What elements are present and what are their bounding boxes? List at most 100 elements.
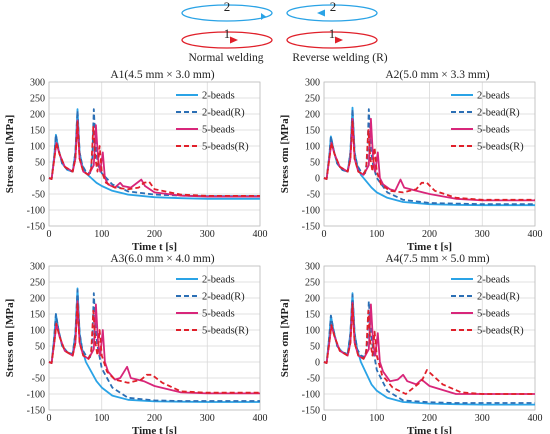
normal-pass2-arrow-icon [261, 13, 266, 20]
plot-frame [323, 81, 536, 227]
y-tick-label: 250 [305, 94, 320, 105]
y-tick-label: 150 [30, 126, 45, 137]
reverse-pass2-arrow-icon [317, 9, 325, 17]
x-tick-label: 0 [47, 229, 52, 240]
legend-entry: 5-beads [202, 125, 235, 136]
legend-entry: 2-bead(R) [202, 292, 245, 303]
y-tick-label: -50 [32, 374, 45, 385]
x-tick-label: 100 [369, 413, 384, 424]
series-line-5-beads-r- [48, 121, 260, 197]
series-line-5-beads-r- [323, 119, 535, 201]
y-tick-label: 0 [40, 358, 45, 369]
y-tick-label: 150 [305, 126, 320, 137]
legend-entry: 5-beads [477, 309, 510, 320]
chart-title: A1(4.5 mm × 3.0 mm) [110, 69, 214, 81]
x-axis-label: Time t [s] [407, 425, 452, 434]
normal-pass1-loop [181, 31, 273, 49]
y-tick-label: 0 [315, 358, 320, 369]
y-tick-label: 250 [30, 278, 45, 289]
y-tick-label: -100 [27, 390, 45, 401]
normal-pass2-loop [181, 4, 273, 22]
x-tick-label: 100 [369, 229, 384, 240]
y-tick-label: 300 [30, 78, 45, 89]
legend-entry: 2-beads [477, 275, 510, 286]
y-tick-label: 150 [30, 310, 45, 321]
y-tick-label: 100 [305, 326, 320, 337]
series-line-5-beads-r- [48, 301, 260, 394]
x-tick-label: 400 [528, 413, 543, 424]
y-tick-label: -150 [27, 406, 45, 417]
legend-entry: 2-bead(R) [202, 108, 245, 119]
chart-title: A3(6.0 mm × 4.0 mm) [110, 253, 214, 265]
chart-panels: A1(4.5 mm × 3.0 mm) -150 -100 -50 0 50 100 150 2… [4, 69, 543, 434]
plot-frame [48, 81, 261, 227]
reverse-pass1-arrow-icon [335, 36, 343, 44]
chart-title: A4(7.5 mm × 5.0 mm) [385, 253, 489, 265]
legend-entry: 5-beads [477, 125, 510, 136]
chart-panel-3: A3(6.0 mm × 4.0 mm) -150 -100 -50 0 50 100 150 2… [4, 253, 268, 434]
y-axis-label: Stress σm [MPa] [279, 299, 291, 377]
y-tick-label: -100 [302, 206, 320, 217]
y-tick-label: -100 [302, 390, 320, 401]
x-tick-label: 100 [94, 413, 109, 424]
y-tick-label: 0 [315, 174, 320, 185]
series-line-2-bead-r- [48, 108, 260, 198]
reverse-pass-top-label: 2 [330, 0, 337, 14]
y-tick-label: 200 [305, 294, 320, 305]
x-tick-label: 200 [147, 229, 162, 240]
legend-entry: 5-beads(R) [477, 142, 524, 153]
y-tick-label: 50 [35, 158, 45, 169]
chart-panel-4: A4(7.5 mm × 5.0 mm) -150 -100 -50 0 50 100 150 2… [279, 253, 543, 434]
y-tick-label: 200 [30, 294, 45, 305]
y-tick-label: 100 [30, 326, 45, 337]
y-tick-label: -150 [302, 406, 320, 417]
y-tick-label: 50 [35, 342, 45, 353]
legend-entry: 5-beads(R) [477, 326, 524, 337]
x-tick-label: 400 [253, 413, 268, 424]
x-tick-label: 200 [147, 413, 162, 424]
y-tick-label: 50 [310, 342, 320, 353]
reverse-welding-label: Reverse welding (R) [292, 52, 387, 64]
y-tick-label: -150 [27, 222, 45, 233]
normal-welding-label: Normal welding [188, 52, 263, 64]
x-tick-label: 300 [200, 229, 215, 240]
normal-pass-bottom-label: 1 [224, 26, 231, 41]
plot-frame [323, 265, 536, 411]
y-tick-label: -100 [27, 206, 45, 217]
x-tick-label: 400 [253, 229, 268, 240]
y-axis-label: Stress σm [MPa] [279, 115, 291, 193]
plot-frame [48, 265, 261, 411]
chart-title: A2(5.0 mm × 3.3 mm) [385, 69, 489, 81]
series-line-5-beads [48, 300, 260, 395]
x-axis-label: Time t [s] [132, 425, 177, 434]
y-tick-label: 200 [30, 110, 45, 121]
series-line-5-beads-r- [323, 303, 535, 395]
legend-entry: 5-beads(R) [202, 326, 249, 337]
reverse-welding-diagram: 2 1 Reverse welding (R) [286, 0, 388, 64]
x-tick-label: 400 [528, 229, 543, 240]
legend-entry: 2-beads [477, 91, 510, 102]
x-tick-label: 200 [422, 229, 437, 240]
legend-entry: 5-beads(R) [202, 142, 249, 153]
welding-legend: 2 1 Normal welding 2 1 Reverse welding (… [181, 0, 388, 64]
y-tick-label: 50 [310, 158, 320, 169]
x-tick-label: 0 [47, 413, 52, 424]
x-tick-label: 200 [422, 413, 437, 424]
normal-pass-top-label: 2 [224, 0, 231, 14]
y-tick-label: 200 [305, 110, 320, 121]
normal-welding-diagram: 2 1 Normal welding [181, 0, 273, 64]
legend-entry: 2-beads [202, 275, 235, 286]
x-axis-label: Time t [s] [132, 241, 177, 253]
y-tick-label: 100 [305, 142, 320, 153]
y-tick-label: -50 [307, 374, 320, 385]
legend-entry: 2-beads [202, 91, 235, 102]
y-tick-label: 300 [30, 262, 45, 273]
legend-entry: 2-bead(R) [477, 108, 520, 119]
x-tick-label: 0 [322, 413, 327, 424]
x-tick-label: 0 [322, 229, 327, 240]
reverse-pass1-loop [286, 31, 378, 49]
x-tick-label: 300 [475, 229, 490, 240]
y-tick-label: -150 [302, 222, 320, 233]
normal-pass1-arrow-icon [230, 36, 238, 44]
